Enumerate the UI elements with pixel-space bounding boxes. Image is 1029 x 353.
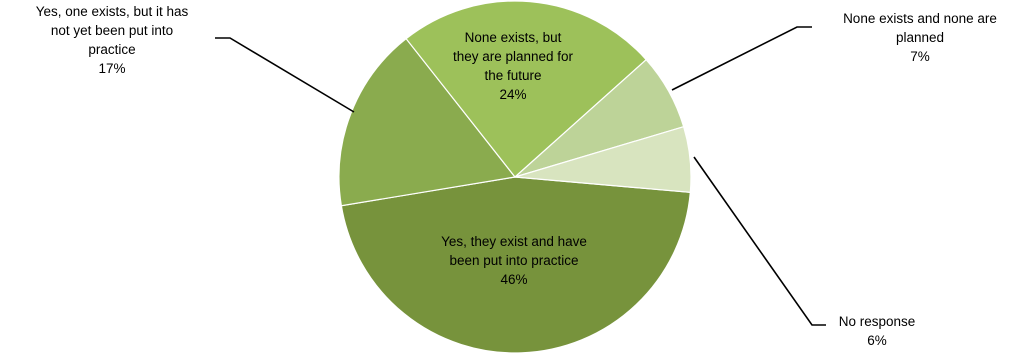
leader-line-no-response	[693, 156, 826, 326]
slice-label-line: not yet been put into	[51, 23, 173, 38]
slice-label-line: Yes, one exists, but it has	[36, 4, 189, 19]
slice-label-line: the future	[484, 68, 541, 83]
leader-line-yes-one-exists-but-it-has-not-yet-been-put-into-practice	[215, 37, 355, 113]
pie-slice-yes-one-exists-but-it-has-not-yet-been-put-into-practice	[338, 37, 517, 207]
slice-percent: 6%	[867, 333, 887, 348]
slice-label-line: been put into practice	[449, 253, 578, 268]
slice-label-yes-they-exist-and-have-been-put-into-practice: Yes, they exist and have been put into pr…	[441, 234, 587, 287]
leader-lines	[215, 26, 826, 326]
leader-line-none-exists-and-none-are-planned	[671, 26, 812, 91]
slice-label-none-exists-and-none-are-planned: None exists and none are planned 7%	[843, 11, 997, 64]
slice-label-line: practice	[88, 42, 135, 57]
slice-label-line: No response	[839, 314, 916, 329]
slice-label-none-exists-but-they-are-planned-for-the-future: None exists, but they are planned for the …	[453, 30, 574, 102]
slice-label-line: planned	[896, 30, 944, 45]
slice-percent: 7%	[910, 49, 930, 64]
pie-slice-no-response	[514, 125, 692, 193]
slice-percent: 17%	[98, 61, 125, 76]
slice-label-line: None exists and none are	[843, 11, 997, 26]
slice-label-line: None exists, but	[465, 30, 562, 45]
pie-slices	[338, 0, 692, 353]
slice-percent: 46%	[500, 272, 527, 287]
slice-label-line: they are planned for	[453, 49, 574, 64]
slice-label-yes-one-exists-but-it-has-not-yet-been-put-into-practice: Yes, one exists, but it has not yet been …	[36, 4, 189, 76]
slice-labels: Yes, they exist and have been put into pr…	[36, 4, 997, 348]
pie-slice-none-exists-but-they-are-planned-for-the-future	[405, 0, 648, 178]
slice-label-line: Yes, they exist and have	[441, 234, 587, 249]
slice-label-no-response: No response 6%	[839, 314, 916, 348]
slice-percent: 24%	[499, 87, 526, 102]
